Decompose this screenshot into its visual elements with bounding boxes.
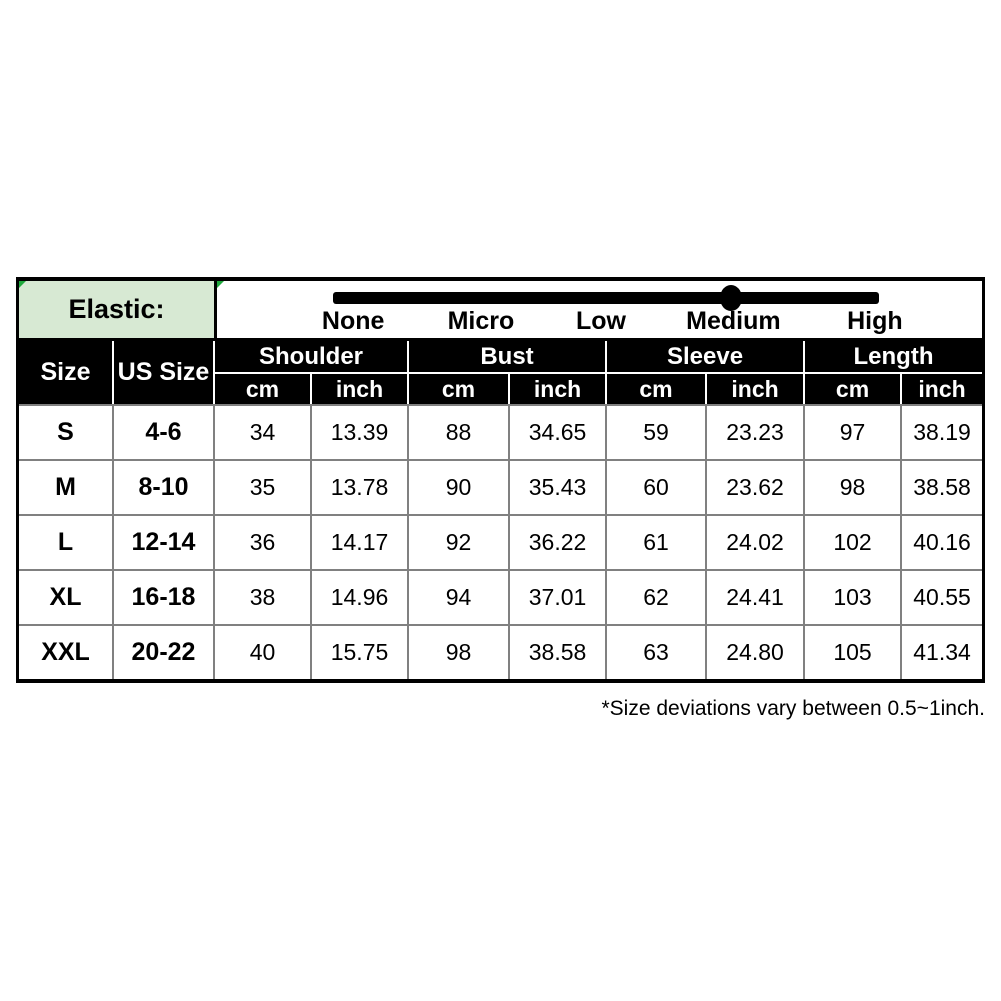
sleeve-inch-cell: 24.41	[705, 569, 806, 626]
size-deviation-footnote: *Size deviations vary between 0.5~1inch.	[601, 697, 986, 720]
bust-cm-cell: 92	[407, 514, 511, 571]
header-row-groups: Size US Size Shoulder Bust Sleeve Length	[19, 341, 982, 406]
cell-flag-icon	[217, 281, 224, 288]
elastic-label-cell: Elastic:	[19, 281, 217, 338]
table-row: L 12-14 36 14.17 92 36.22 61 24.02 102 4…	[19, 514, 982, 571]
sleeve-cm-cell: 62	[605, 569, 708, 626]
sleeve-cm-cell: 59	[605, 404, 708, 461]
unit-header-inch: inch	[900, 372, 982, 406]
col-group-shoulder: Shoulder	[212, 341, 410, 374]
table-row: M 8-10 35 13.78 90 35.43 60 23.62 98 38.…	[19, 459, 982, 516]
length-inch-cell: 38.58	[900, 459, 982, 516]
elastic-level-low: Low	[576, 307, 627, 335]
shoulder-inch-cell: 14.17	[309, 514, 410, 571]
sleeve-inch-cell: 23.23	[705, 404, 806, 461]
size-table: Size US Size Shoulder Bust Sleeve Length…	[19, 341, 982, 679]
col-group-sleeve: Sleeve	[605, 341, 806, 374]
shoulder-cm-cell: 34	[213, 404, 312, 461]
us-size-cell: 4-6	[112, 404, 215, 461]
elastic-row: Elastic: None Micro Low Medium High	[19, 281, 982, 341]
shoulder-inch-cell: 13.39	[309, 404, 410, 461]
us-size-cell: 8-10	[112, 459, 215, 516]
header-row-units: cm inch cm inch cm inch cm inch	[19, 372, 982, 406]
bust-inch-cell: 36.22	[508, 514, 608, 571]
sleeve-inch-cell: 23.62	[705, 459, 806, 516]
sleeve-cm-cell: 63	[605, 624, 708, 679]
length-cm-cell: 103	[803, 569, 903, 626]
sleeve-cm-cell: 61	[605, 514, 708, 571]
bust-cm-cell: 98	[407, 624, 511, 679]
us-size-cell: 20-22	[112, 624, 215, 679]
elastic-slider-track	[333, 292, 880, 304]
unit-header-inch: inch	[705, 372, 806, 406]
col-header-size: Size	[19, 341, 114, 406]
bust-cm-cell: 94	[407, 569, 511, 626]
shoulder-cm-cell: 38	[213, 569, 312, 626]
elastic-level-high: High	[847, 307, 903, 335]
bust-inch-cell: 38.58	[508, 624, 608, 679]
unit-header-cm: cm	[803, 372, 903, 406]
unit-header-cm: cm	[407, 372, 511, 406]
unit-header-inch: inch	[508, 372, 608, 406]
length-cm-cell: 102	[803, 514, 903, 571]
sleeve-inch-cell: 24.80	[705, 624, 806, 679]
bust-cm-cell: 90	[407, 459, 511, 516]
bust-inch-cell: 35.43	[508, 459, 608, 516]
size-chart-sheet: Elastic: None Micro Low Medium High	[16, 277, 985, 683]
sleeve-cm-cell: 60	[605, 459, 708, 516]
table-row: XXL 20-22 40 15.75 98 38.58 63 24.80 105…	[19, 624, 982, 679]
elastic-level-micro: Micro	[447, 307, 515, 335]
shoulder-inch-cell: 13.78	[309, 459, 410, 516]
table-row: XL 16-18 38 14.96 94 37.01 62 24.41 103 …	[19, 569, 982, 626]
sleeve-inch-cell: 24.02	[705, 514, 806, 571]
elastic-level-medium: Medium	[686, 307, 781, 335]
size-cell: S	[19, 404, 114, 461]
length-inch-cell: 41.34	[900, 624, 982, 679]
length-inch-cell: 40.16	[900, 514, 982, 571]
us-size-cell: 16-18	[112, 569, 215, 626]
us-size-cell: 12-14	[112, 514, 215, 571]
shoulder-inch-cell: 14.96	[309, 569, 410, 626]
elastic-level-none: None	[321, 307, 385, 335]
bust-inch-cell: 34.65	[508, 404, 608, 461]
shoulder-cm-cell: 35	[213, 459, 312, 516]
unit-header-cm: cm	[605, 372, 708, 406]
size-cell: L	[19, 514, 114, 571]
elastic-scale: None Micro Low Medium High	[217, 281, 982, 338]
shoulder-cm-cell: 36	[213, 514, 312, 571]
elastic-label: Elastic:	[68, 294, 165, 324]
col-header-us-size: US Size	[112, 341, 215, 406]
cell-flag-icon	[19, 281, 26, 288]
length-cm-cell: 105	[803, 624, 903, 679]
unit-header-cm: cm	[214, 372, 312, 406]
shoulder-inch-cell: 15.75	[309, 624, 410, 679]
bust-inch-cell: 37.01	[508, 569, 608, 626]
elastic-slider-thumb	[720, 285, 743, 311]
bust-cm-cell: 88	[407, 404, 511, 461]
length-inch-cell: 38.19	[900, 404, 982, 461]
length-inch-cell: 40.55	[900, 569, 982, 626]
size-cell: M	[19, 459, 114, 516]
size-cell: XL	[19, 569, 114, 626]
shoulder-cm-cell: 40	[213, 624, 312, 679]
unit-header-inch: inch	[309, 372, 410, 406]
size-cell: XXL	[19, 624, 114, 679]
length-cm-cell: 97	[803, 404, 903, 461]
table-row: S 4-6 34 13.39 88 34.65 59 23.23 97 38.1…	[19, 404, 982, 461]
length-cm-cell: 98	[803, 459, 903, 516]
col-group-bust: Bust	[407, 341, 608, 374]
col-group-length: Length	[803, 341, 982, 374]
